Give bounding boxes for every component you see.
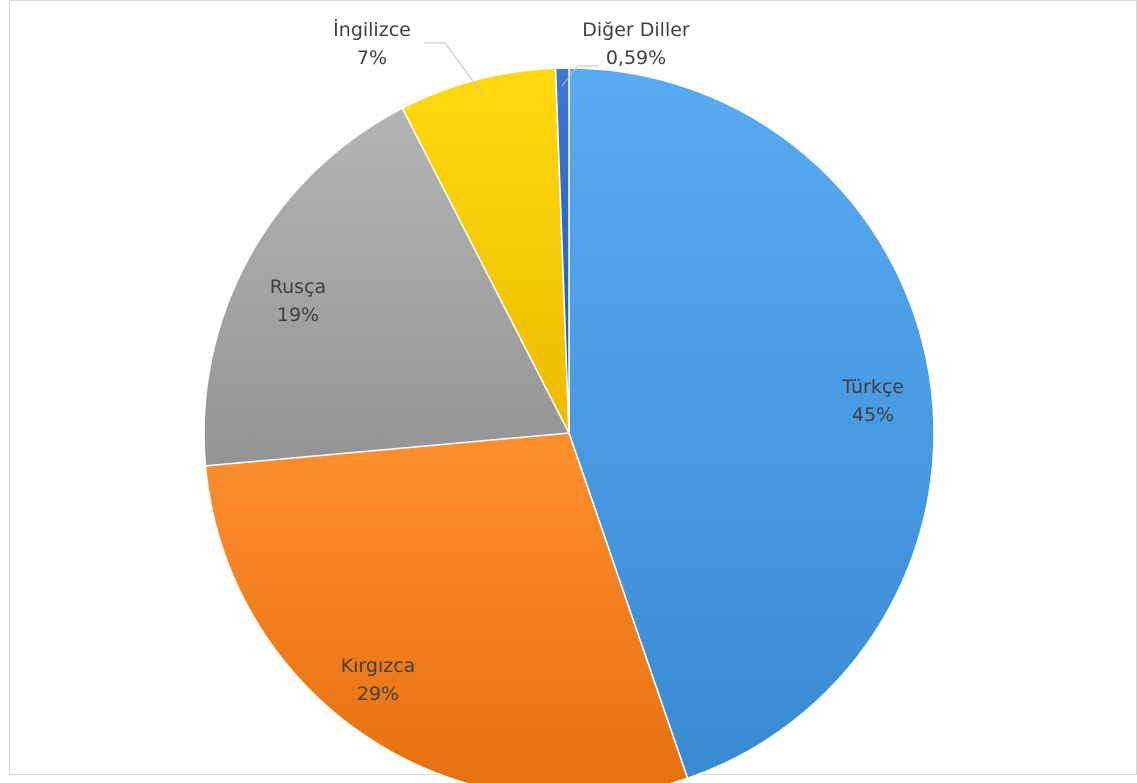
pie-slice-2 [203,107,571,467]
slice-label-3: İngilizce [333,18,411,41]
data-labels: Türkçe 45% Kırgızca 29% Rusça 19% İngilizce 7% D… [270,18,904,705]
pie-slices [203,67,935,783]
slice-value-2: 19% [277,304,319,326]
slice-value-3: 7% [357,47,387,69]
pie-slice-3 [401,67,570,434]
slice-value-1: 29% [357,683,399,705]
slice-label-2: Rusça [270,276,326,298]
leader-line-4 [561,65,599,87]
slice-value-0: 45% [852,404,894,426]
pie-slice-0 [568,67,935,780]
slice-label-1: Kırgızca [341,655,416,677]
slice-label-0: Türkçe [841,376,904,398]
slice-value-4: 0,59% [606,47,666,69]
leader-lines [424,42,599,97]
slice-label-4: Diğer Diller [582,19,690,41]
leader-line-3 [424,42,485,97]
pie-slice-1 [204,432,689,783]
pie-slice-4 [554,67,570,434]
